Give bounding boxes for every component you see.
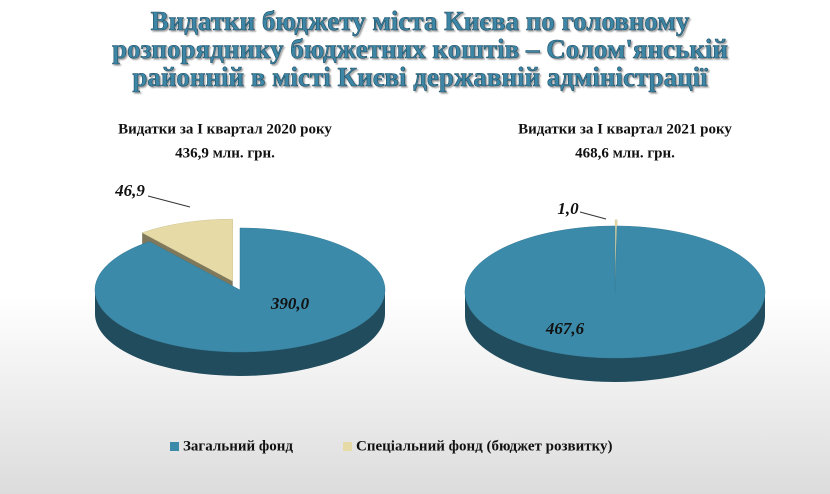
slice bbox=[141, 218, 233, 282]
pie-subtitle: 468,6 млн. грн. bbox=[575, 145, 675, 161]
slice bbox=[94, 227, 386, 353]
title: Видатки бюджету міста Києва по головному… bbox=[112, 6, 728, 93]
title-line: розпоряднику бюджетних коштів – Солом'ян… bbox=[112, 34, 728, 64]
pie-title: Видатки за I квартал 2020 року bbox=[118, 121, 332, 137]
title-line: районній в місті Києві державній адмініс… bbox=[132, 62, 708, 92]
legend-swatch bbox=[170, 442, 179, 451]
legend-label: Загальний фонд bbox=[183, 438, 293, 454]
data-label: 390,0 bbox=[270, 294, 310, 313]
data-label: 1,0 bbox=[557, 199, 579, 218]
pie-subtitle: 436,9 млн. грн. bbox=[175, 145, 275, 161]
slice-side bbox=[95, 290, 385, 376]
slice bbox=[464, 225, 766, 359]
data-label: 46,9 bbox=[114, 181, 145, 200]
data-label: 467,6 bbox=[545, 319, 585, 338]
legend-label: Спеціальний фонд (бюджет розвитку) bbox=[356, 438, 613, 454]
legend-swatch bbox=[343, 442, 352, 451]
leader-line bbox=[579, 211, 607, 220]
title-line: Видатки бюджету міста Києва по головному bbox=[151, 6, 690, 36]
slice-side bbox=[465, 292, 765, 382]
pie-title: Видатки за I квартал 2021 року bbox=[518, 121, 732, 137]
leader-line bbox=[147, 195, 191, 208]
